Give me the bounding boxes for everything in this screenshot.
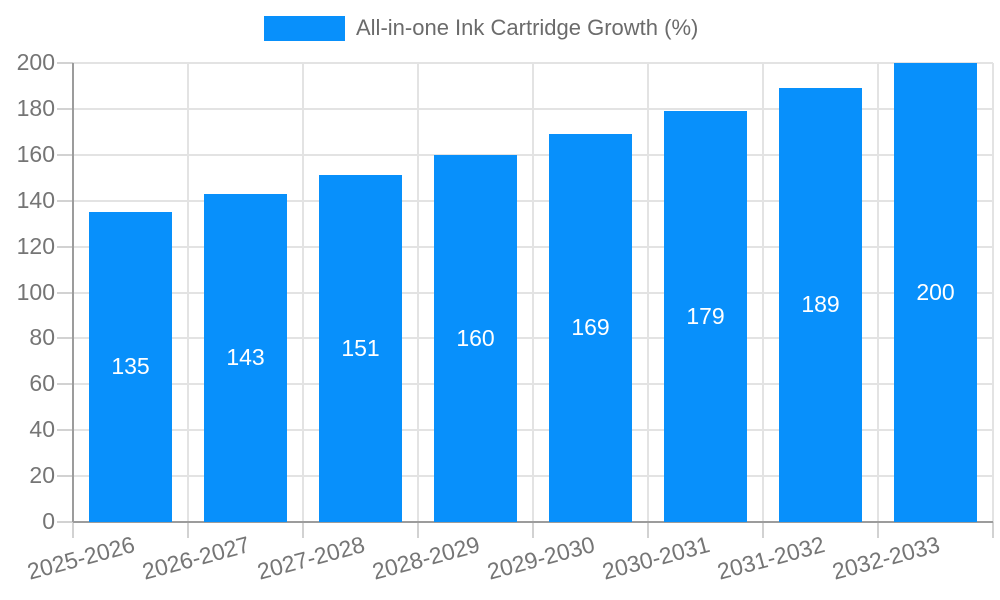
y-axis-tick-label: 140: [16, 187, 55, 213]
x-axis-tick: [532, 522, 534, 538]
y-axis-tick: [57, 383, 73, 385]
bar-2028-2029[interactable]: [434, 155, 517, 522]
x-axis-tick-label: 2029-2030: [484, 531, 598, 585]
x-axis-tick-label: 2027-2028: [254, 531, 368, 585]
bar-value-label: 200: [916, 279, 955, 305]
x-gridline: [992, 63, 994, 522]
bar-2027-2028[interactable]: [319, 175, 402, 522]
x-gridline: [647, 63, 649, 522]
y-axis-tick: [57, 521, 73, 523]
x-axis-tick: [992, 522, 994, 538]
y-axis-tick-label: 40: [29, 416, 55, 442]
x-axis-tick: [417, 522, 419, 538]
x-gridline: [532, 63, 534, 522]
x-axis-tick-label: 2032-2033: [829, 531, 943, 585]
x-gridline: [187, 63, 189, 522]
legend-label: All-in-one Ink Cartridge Growth (%): [356, 15, 699, 40]
y-axis-tick-label: 180: [16, 95, 55, 121]
bar-2032-2033[interactable]: [894, 63, 977, 522]
y-axis-tick: [57, 108, 73, 110]
bar-value-label: 151: [341, 335, 380, 361]
bar-2030-2031[interactable]: [664, 111, 747, 522]
y-axis-tick-label: 20: [29, 462, 55, 488]
x-axis-tick-label: 2025-2026: [24, 531, 138, 585]
legend-swatch-icon: [264, 15, 345, 41]
x-axis-line: [73, 521, 993, 523]
x-axis-tick: [72, 522, 74, 538]
y-axis-line: [72, 63, 74, 522]
x-gridline: [762, 63, 764, 522]
y-axis-tick: [57, 429, 73, 431]
y-axis-tick-label: 60: [29, 370, 55, 396]
x-axis-tick-label: 2028-2029: [369, 531, 483, 585]
y-axis-tick: [57, 62, 73, 64]
y-axis-tick: [57, 337, 73, 339]
y-axis-tick-label: 120: [16, 233, 55, 259]
x-axis-tick: [302, 522, 304, 538]
x-axis-tick: [647, 522, 649, 538]
bar-value-label: 179: [686, 303, 725, 329]
y-axis-tick: [57, 246, 73, 248]
y-axis-tick: [57, 292, 73, 294]
bar-2031-2032[interactable]: [779, 88, 862, 522]
bar-value-label: 169: [571, 314, 610, 340]
y-axis-tick-label: 80: [29, 324, 55, 350]
x-gridline: [417, 63, 419, 522]
y-axis-tick: [57, 475, 73, 477]
x-axis-tick: [187, 522, 189, 538]
x-axis-tick: [762, 522, 764, 538]
x-axis-tick-label: 2026-2027: [139, 531, 253, 585]
y-axis-tick-label: 0: [42, 508, 55, 534]
y-axis-tick-label: 100: [16, 279, 55, 305]
bar-2029-2030[interactable]: [549, 134, 632, 522]
y-axis-tick-label: 160: [16, 141, 55, 167]
x-gridline: [302, 63, 304, 522]
x-axis-tick: [877, 522, 879, 538]
y-axis-tick-label: 200: [16, 49, 55, 75]
x-gridline: [877, 63, 879, 522]
chart-legend-item[interactable]: All-in-one Ink Cartridge Growth (%): [264, 15, 698, 41]
bar-2025-2026[interactable]: [89, 212, 172, 522]
bar-value-label: 135: [111, 353, 150, 379]
bar-value-label: 189: [801, 291, 840, 317]
x-axis-tick-label: 2030-2031: [599, 531, 713, 585]
bar-2026-2027[interactable]: [204, 194, 287, 522]
x-axis-tick-label: 2031-2032: [714, 531, 828, 585]
bar-value-label: 143: [226, 344, 265, 370]
y-axis-tick: [57, 154, 73, 156]
bar-value-label: 160: [456, 325, 495, 351]
y-axis-tick: [57, 200, 73, 202]
